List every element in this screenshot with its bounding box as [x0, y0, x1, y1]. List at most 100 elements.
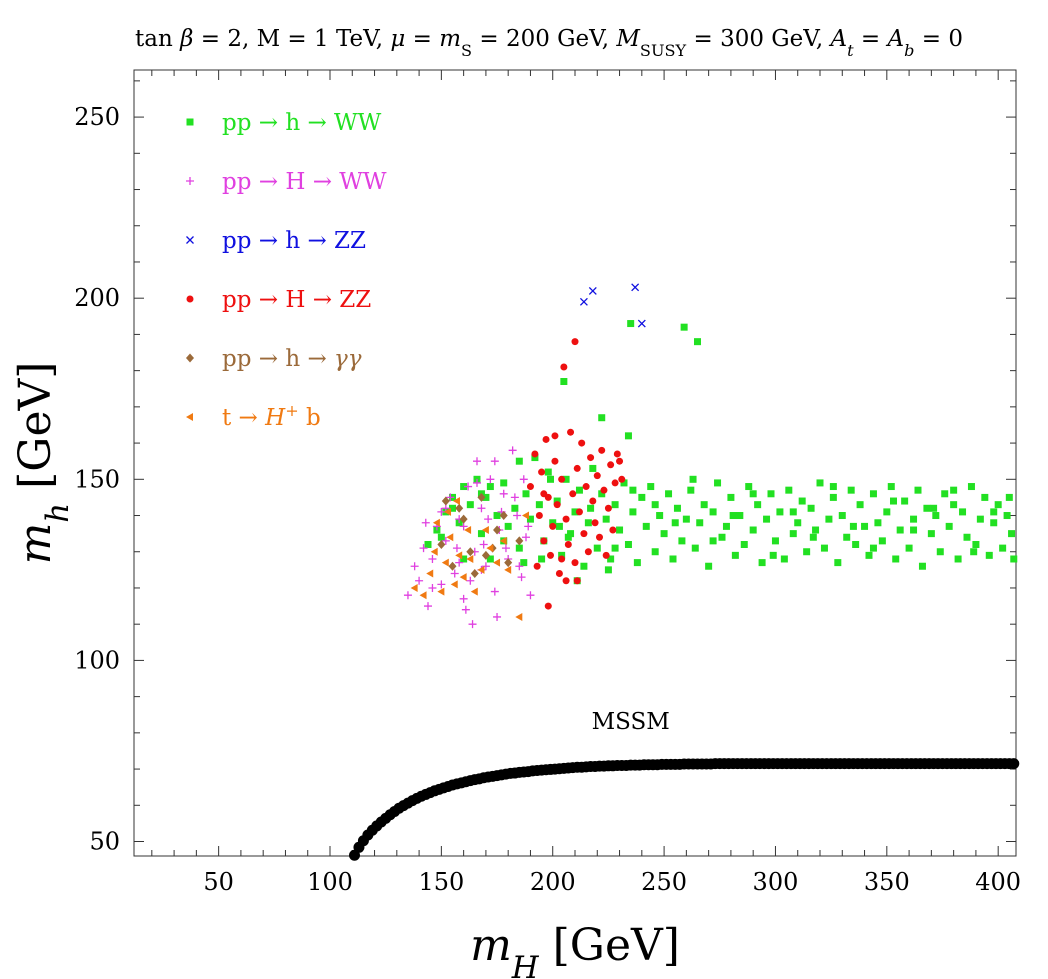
pp-h-ww-point: [562, 475, 570, 483]
pp-h-ww-point: [910, 515, 918, 523]
pp-h-ww-point: [887, 483, 895, 491]
pp-h-ww-point: [647, 483, 655, 491]
pp-h-ww-point: [580, 562, 588, 570]
pp-h-ww-point: [714, 479, 722, 487]
pp-h-ww-point: [689, 475, 697, 483]
pp-H-zz-point: [555, 569, 563, 577]
t-Hplus-b-point: [515, 612, 523, 621]
legend-marker: [186, 413, 193, 421]
pp-h-ww-point: [602, 515, 610, 523]
pp-h-ww-point: [812, 526, 820, 534]
pp-h-ww-point: [696, 519, 704, 527]
data-points: [349, 283, 1020, 861]
pp-h-zz-point: [637, 319, 646, 328]
t-Hplus-b-point: [459, 573, 467, 582]
y-tick-label: 50: [89, 828, 120, 856]
pp-H-zz-point: [604, 504, 612, 512]
pp-H-zz-point: [571, 559, 579, 567]
pp-h-ww-point: [950, 486, 958, 494]
pp-h-ww-point: [616, 526, 624, 534]
pp-h-ww-point: [825, 515, 833, 523]
pp-h-gammagamma-point: [441, 496, 450, 506]
pp-H-zz-point: [560, 363, 568, 371]
pp-h-ww-point: [985, 551, 993, 559]
t-Hplus-b-point: [426, 569, 434, 578]
legend-label: pp → h → γγ: [222, 346, 362, 372]
pp-H-zz-point: [607, 461, 615, 469]
pp-h-ww-point: [807, 504, 815, 512]
pp-H-ww-point: [419, 544, 428, 553]
t-Hplus-b-point: [481, 526, 489, 535]
pp-h-ww-point: [749, 490, 757, 498]
pp-H-zz-point: [609, 526, 617, 534]
legend: pp → h → WW pp → H → WW pp → h → ZZ pp → H …: [186, 110, 387, 431]
pp-H-ww-point: [455, 558, 464, 567]
pp-H-zz-point: [584, 548, 592, 556]
pp-h-ww-point: [941, 490, 949, 498]
pp-h-ww-point: [567, 530, 575, 538]
legend-item: t → H+ b: [186, 401, 321, 431]
pp-h-ww-point: [758, 559, 766, 567]
x-tick-label: 200: [530, 868, 576, 896]
pp-H-ww-point: [428, 583, 437, 592]
pp-H-ww-point: [479, 540, 488, 549]
pp-h-gammagamma-point: [459, 514, 468, 524]
pp-h-ww-point: [852, 540, 860, 548]
legend-marker: [186, 353, 194, 363]
t-Hplus-b-point: [470, 587, 478, 596]
pp-H-ww-point: [513, 511, 522, 520]
pp-h-ww-point: [990, 508, 998, 516]
pp-H-ww-point: [403, 591, 412, 600]
pp-h-ww-point: [856, 501, 864, 509]
t-Hplus-b-point: [466, 554, 474, 563]
pp-h-gammagamma-point: [448, 561, 457, 571]
pp-h-ww-point: [678, 537, 686, 545]
pp-H-ww-point: [421, 518, 430, 527]
pp-H-zz-point: [562, 515, 570, 523]
t-Hplus-b-point: [504, 565, 512, 574]
pp-H-ww-point: [415, 576, 424, 585]
pp-H-zz-point: [578, 439, 586, 447]
pp-h-ww-point: [656, 512, 664, 520]
pp-h-ww-point: [896, 526, 904, 534]
pp-H-zz-point: [589, 497, 597, 505]
pp-H-ww-point: [524, 522, 533, 531]
pp-h-ww-point: [642, 522, 650, 530]
pp-H-ww-point: [517, 573, 526, 582]
pp-H-zz-point: [538, 468, 546, 476]
pp-H-ww-point: [522, 533, 530, 542]
axis-tick-labels: 50 100 150 200 250 300 350 400 50 100 150 200 250: [74, 103, 1021, 896]
pp-h-ww-point: [930, 504, 938, 512]
pp-h-ww-point: [460, 483, 468, 491]
t-Hplus-b-point: [410, 583, 418, 592]
pp-h-zz-point: [588, 286, 597, 295]
pp-h-ww-point: [515, 457, 523, 465]
pp-h-ww-point: [950, 501, 958, 509]
series-pp-h-ww: [424, 320, 1018, 585]
series-pp-h-gammagamma: [437, 492, 524, 578]
pp-h-ww-point: [486, 555, 494, 563]
t-Hplus-b-point: [493, 558, 501, 567]
pp-h-ww-point: [749, 526, 757, 534]
pp-h-ww-point: [999, 544, 1007, 552]
legend-item: pp → h → WW: [186, 110, 382, 136]
pp-h-gammagamma-point: [455, 503, 464, 513]
pp-h-ww-point: [740, 540, 748, 548]
pp-h-ww-point: [593, 544, 601, 552]
pp-h-ww-point: [927, 530, 935, 538]
pp-h-ww-point: [627, 320, 635, 328]
t-Hplus-b-point: [477, 565, 485, 574]
pp-H-zz-point: [573, 464, 581, 472]
pp-H-ww-point: [437, 507, 446, 516]
pp-H-ww-point: [490, 587, 499, 596]
pp-H-zz-point: [618, 475, 626, 483]
pp-H-zz-point: [564, 540, 572, 548]
t-Hplus-b-point: [437, 587, 445, 596]
pp-h-ww-point: [511, 504, 519, 512]
pp-H-ww-point: [464, 482, 473, 491]
x-tick-label: 250: [641, 868, 687, 896]
pp-H-zz-point: [549, 522, 557, 530]
pp-h-ww-point: [838, 512, 846, 520]
pp-H-zz-point: [551, 432, 559, 440]
pp-H-ww-point: [461, 605, 470, 614]
